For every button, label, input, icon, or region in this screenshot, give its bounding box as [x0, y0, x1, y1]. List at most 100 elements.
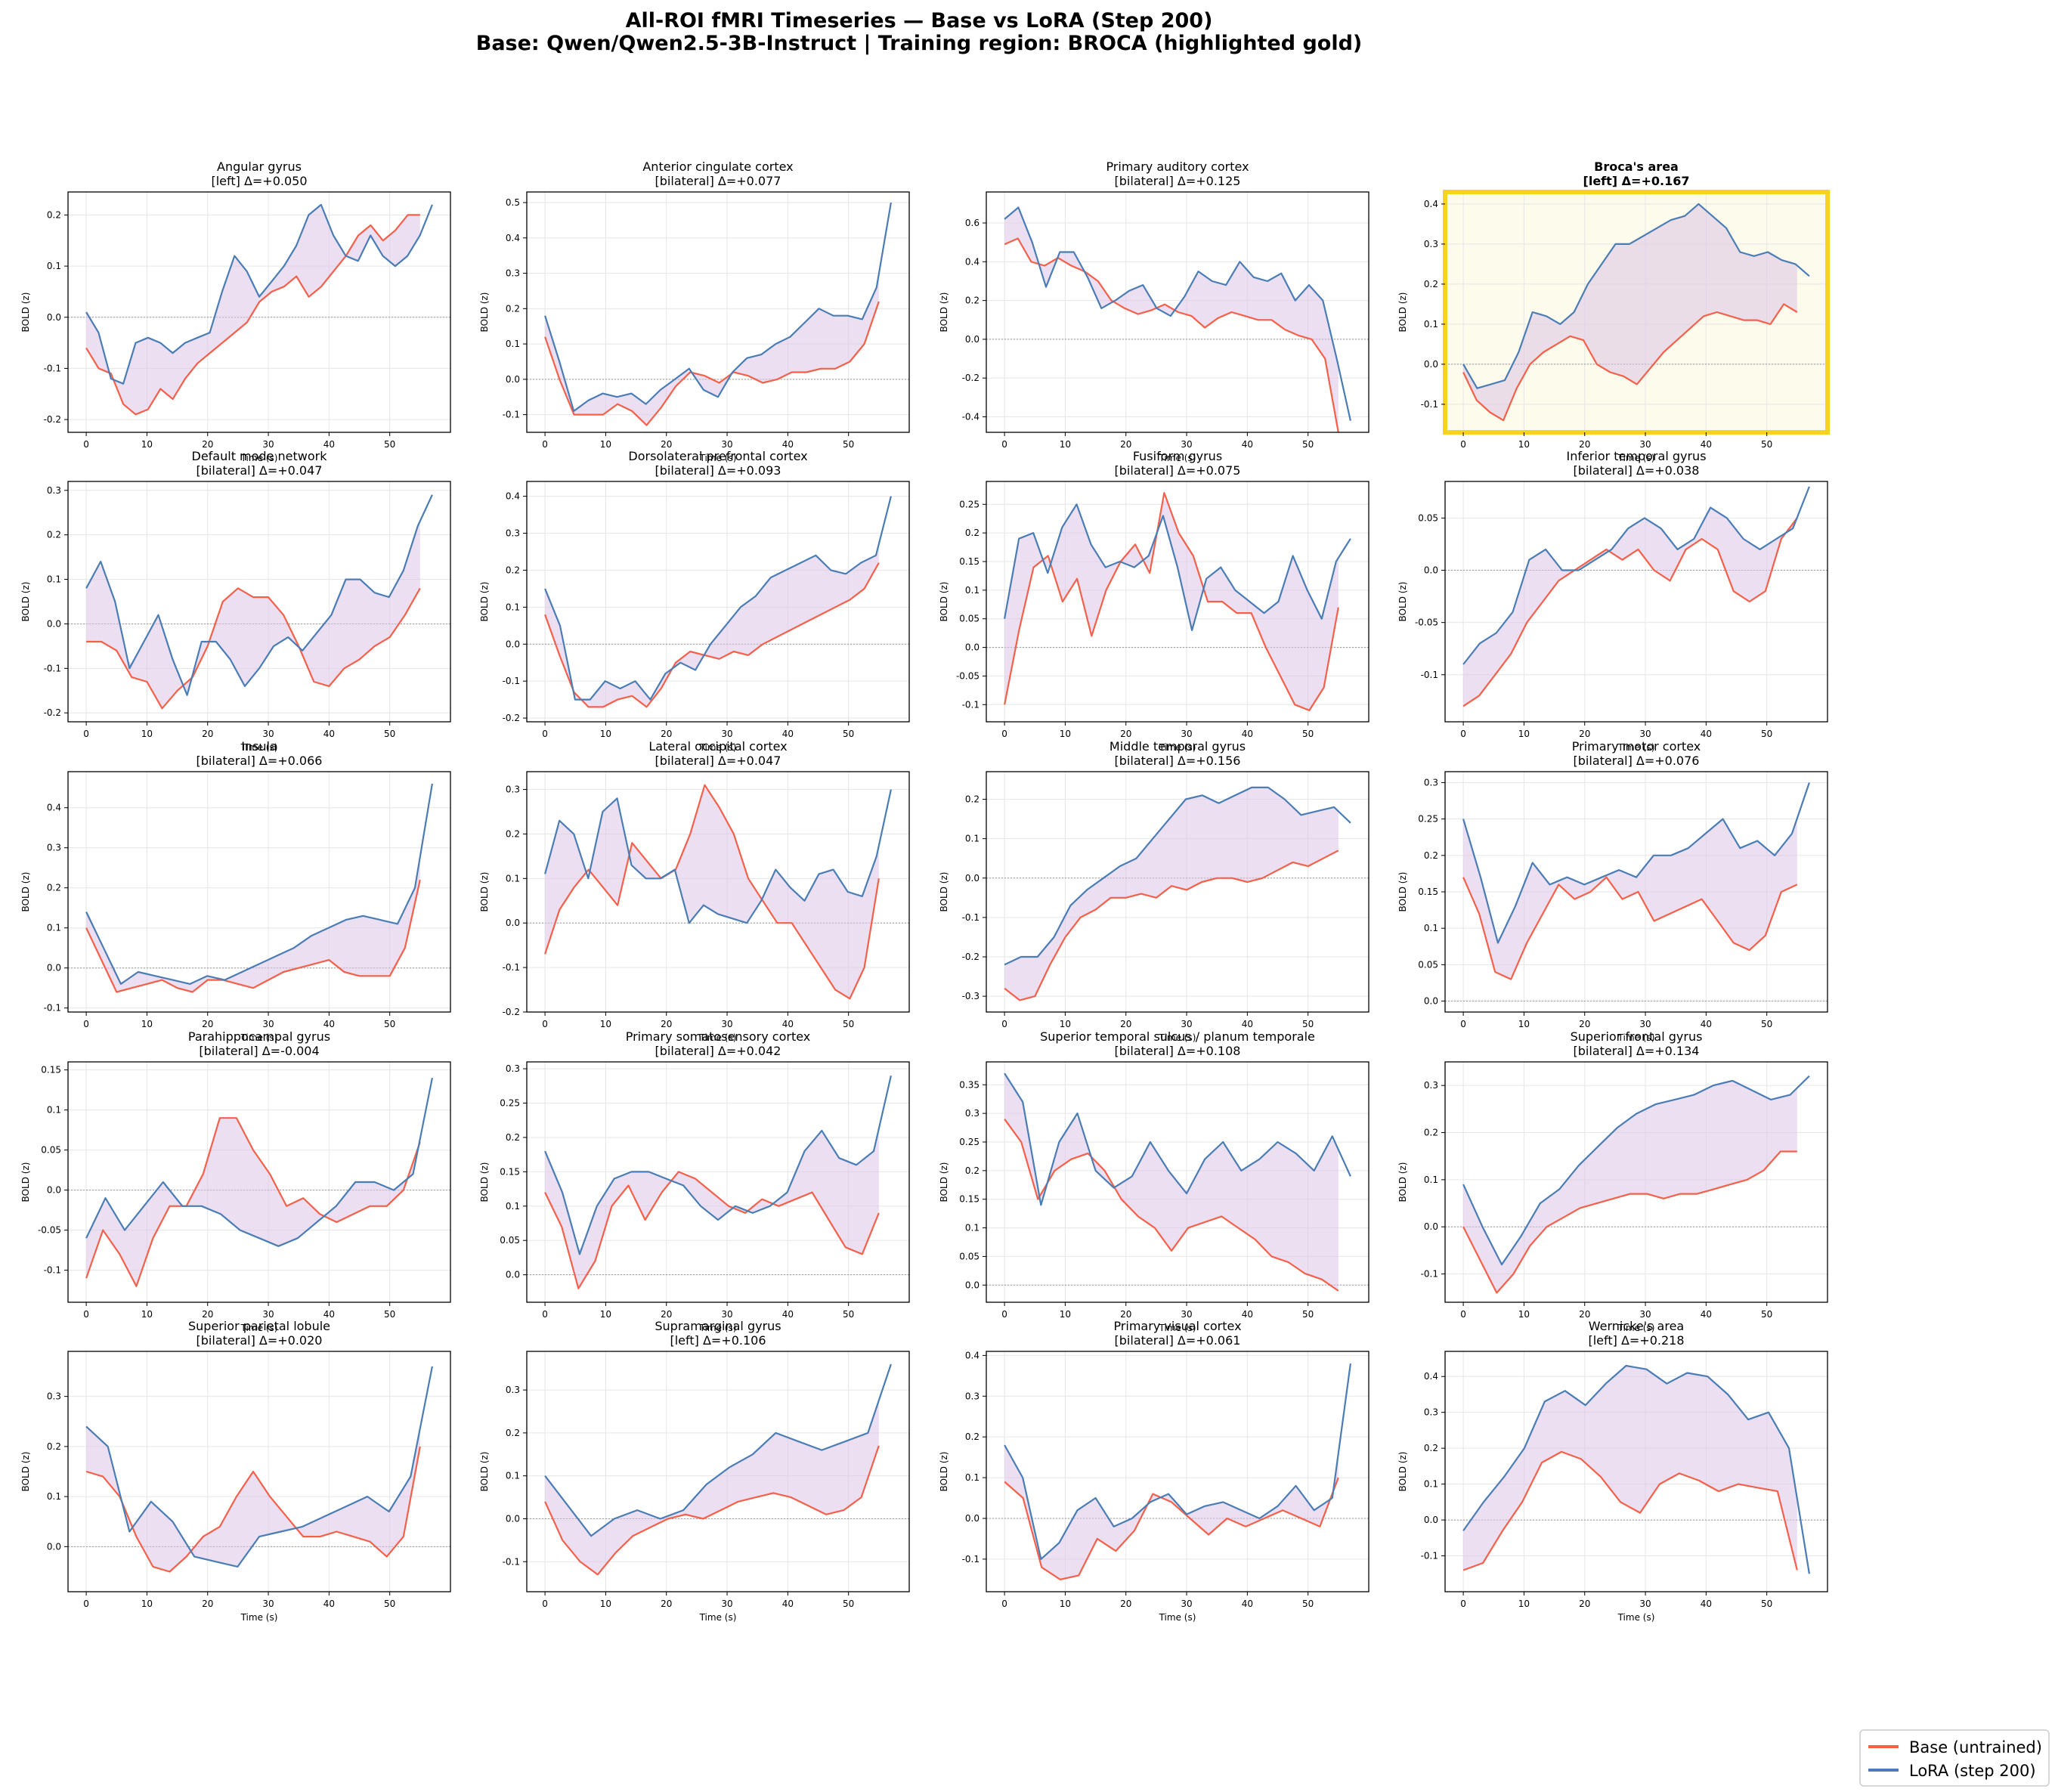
axes-frame: [67, 191, 451, 433]
figure-title-line1: All-ROI fMRI Timeseries — Base vs LoRA (…: [626, 9, 1213, 32]
subplot-title: Primary somatosensory cortex: [626, 1029, 811, 1044]
difference-fill: [1004, 499, 1339, 710]
x-tick-label: 40: [323, 439, 335, 450]
y-tick-label: 0.1: [1424, 1479, 1438, 1490]
y-tick-label: 0.0: [506, 918, 520, 928]
x-tick-label: 30: [1181, 1019, 1192, 1029]
y-tick-label: 0.3: [965, 1391, 980, 1401]
series-line-base: [544, 784, 880, 1000]
x-tick-label: 10: [141, 439, 153, 450]
series-line-lora: [85, 1077, 433, 1247]
x-tick-label: 10: [600, 1599, 611, 1609]
y-axis-label: BOLD (z): [1397, 872, 1408, 912]
y-tick-label: -0.1: [44, 1265, 61, 1276]
x-tick-label: 50: [1302, 1599, 1314, 1609]
x-tick-label: 30: [721, 1309, 732, 1320]
x-tick-label: 40: [782, 1599, 794, 1609]
x-axis-label: Time (s): [1159, 1032, 1196, 1043]
y-tick-label: 0.25: [959, 499, 980, 509]
y-axis-label: BOLD (z): [479, 1162, 490, 1202]
y-tick-label: -0.1: [1421, 1269, 1438, 1280]
series-line-base: [544, 562, 880, 708]
x-tick-label: 30: [721, 1599, 732, 1609]
subplot-subtitle: [left] Δ=+0.167: [1583, 174, 1690, 188]
y-tick-label: 0.0: [1424, 359, 1438, 370]
y-tick-label: 0.2: [965, 528, 980, 538]
difference-fill: [1004, 1445, 1339, 1579]
y-tick-label: 0.0: [965, 873, 980, 884]
subplot-subtitle: [bilateral] Δ=+0.066: [197, 754, 323, 768]
x-axis-label: Time (s): [1617, 453, 1655, 463]
x-tick-label: 0: [542, 1019, 548, 1029]
x-tick-label: 20: [202, 729, 213, 739]
subplot-subtitle: [bilateral] Δ=-0.004: [199, 1044, 319, 1058]
x-tick-label: 10: [1518, 1019, 1530, 1029]
x-tick-label: 40: [323, 729, 335, 739]
subplot-title: Supramarginal gyrus: [655, 1319, 781, 1333]
y-tick-label: 0.2: [47, 530, 61, 540]
y-tick-label: -0.1: [1421, 1551, 1438, 1561]
y-tick-label: 0.3: [47, 843, 61, 853]
y-tick-label: 0.1: [47, 923, 61, 933]
y-tick-label: 0.4: [1424, 199, 1438, 209]
y-axis-label: BOLD (z): [20, 872, 31, 912]
x-axis-label: Time (s): [699, 1323, 737, 1333]
subplot-title: Lateral occipital cortex: [648, 739, 787, 754]
series-line-base: [85, 1117, 421, 1287]
series-line-lora: [1462, 1075, 1810, 1266]
y-tick-label: 0.0: [965, 1513, 980, 1524]
series-line-lora: [1462, 1364, 1810, 1574]
difference-fill: [545, 543, 879, 707]
y-tick-label: 0.0: [1424, 565, 1438, 576]
y-tick-label: 0.0: [1424, 1221, 1438, 1232]
y-tick-label: -0.1: [503, 410, 520, 420]
y-axis-label: BOLD (z): [1397, 1452, 1408, 1492]
axes-frame: [986, 771, 1369, 1013]
difference-fill: [86, 521, 420, 707]
x-tick-label: 50: [384, 1599, 395, 1609]
subplot-subtitle: [bilateral] Δ=+0.020: [197, 1333, 323, 1348]
x-tick-label: 20: [661, 1599, 672, 1609]
x-tick-label: 30: [721, 1019, 732, 1029]
y-tick-label: 0.1: [506, 873, 520, 884]
x-tick-label: 0: [542, 1309, 548, 1320]
x-tick-label: 0: [1001, 1309, 1007, 1320]
x-tick-label: 20: [1579, 1599, 1590, 1609]
x-axis-label: Time (s): [699, 742, 737, 753]
y-tick-label: 0.15: [1418, 887, 1438, 897]
y-tick-label: -0.2: [962, 373, 980, 383]
series-line-base: [86, 587, 421, 710]
y-axis-label: BOLD (z): [939, 1452, 949, 1492]
y-tick-label: 0.1: [965, 585, 980, 596]
y-tick-label: 0.2: [965, 1165, 980, 1176]
subplot: 0 10 20 30 40 50 -0.1 -0.05 0.0 0.05 0.1 0.15 Time (…: [20, 1029, 451, 1333]
subplot-subtitle: [left] Δ=+0.050: [211, 174, 307, 188]
subplot-subtitle: [bilateral] Δ=+0.156: [1115, 754, 1241, 768]
axes-frame: [986, 191, 1369, 433]
subplot-subtitle: [bilateral] Δ=+0.108: [1115, 1044, 1241, 1058]
y-tick-label: 0.15: [959, 556, 980, 567]
series-line-base: [1462, 303, 1798, 422]
y-tick-label: 0.2: [47, 883, 61, 893]
x-tick-label: 40: [782, 439, 794, 450]
subplot-grid: 0 10 20 30 40 50 -0.2 -0.1 0.0 0.1 0.2 Time (s) BOLD…: [20, 159, 1830, 1623]
y-tick-label: 0.3: [506, 1063, 520, 1074]
x-tick-label: 0: [83, 439, 89, 450]
y-tick-label: -0.2: [44, 414, 61, 425]
subplot-subtitle: [bilateral] Δ=+0.134: [1574, 1044, 1700, 1058]
y-tick-label: 0.1: [1424, 1175, 1438, 1185]
x-tick-label: 40: [782, 1309, 794, 1320]
x-tick-label: 50: [1761, 439, 1772, 450]
x-tick-label: 30: [262, 1019, 274, 1029]
axes-frame: [986, 1351, 1369, 1592]
y-tick-label: 0.05: [1418, 512, 1438, 523]
difference-fill: [1463, 1366, 1797, 1571]
subplot-title: Middle temporal gyrus: [1110, 739, 1246, 754]
series-line-lora: [1004, 1072, 1351, 1206]
y-tick-label: 0.0: [47, 1541, 61, 1552]
highlight-frame: [1443, 190, 1830, 435]
difference-fill: [545, 1128, 879, 1289]
x-tick-label: 10: [1060, 729, 1071, 739]
difference-fill: [1463, 1081, 1797, 1293]
x-axis-label: Time (s): [1617, 742, 1655, 753]
